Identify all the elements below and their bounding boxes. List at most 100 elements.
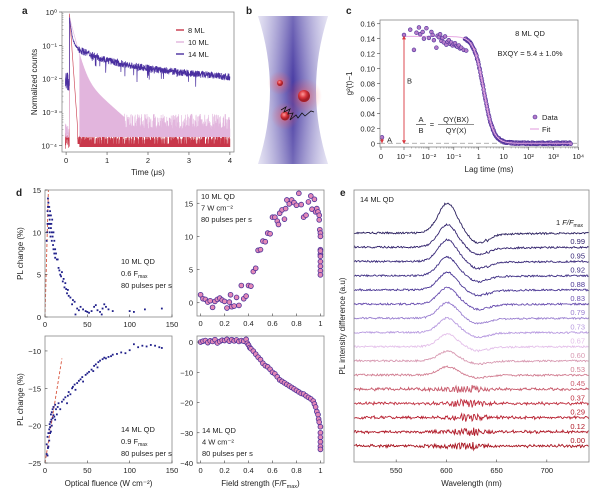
- data-point: [59, 273, 62, 276]
- data-point: [73, 383, 76, 386]
- data-point: [110, 355, 112, 358]
- data-point: [51, 218, 54, 221]
- data-point: [103, 356, 106, 359]
- x-axis-label: Optical fluence (W cm⁻²): [65, 479, 153, 488]
- data-point: [96, 366, 99, 369]
- x-tick-label: 10⁻³: [397, 152, 412, 161]
- data-point: [316, 217, 323, 223]
- qy-x: QY(X): [446, 126, 467, 135]
- data-point: [53, 415, 56, 418]
- plot-frame: [353, 189, 590, 463]
- data-point: [65, 288, 68, 290]
- spectrum-line: [353, 365, 589, 379]
- data-point: [224, 305, 230, 311]
- data-point: [408, 27, 413, 32]
- data-point: [59, 408, 62, 411]
- x-tick-label: 0.4: [243, 466, 253, 475]
- data-point: [72, 299, 74, 301]
- data-point: [50, 424, 53, 427]
- data-point: [77, 309, 80, 312]
- data-point: [45, 443, 48, 446]
- data-point: [414, 30, 419, 35]
- data-point: [50, 430, 52, 433]
- data-point: [74, 388, 77, 391]
- data-point: [81, 376, 84, 378]
- spectrum-line: [353, 427, 589, 437]
- data-point: [61, 271, 63, 274]
- fraction-B: B: [418, 126, 423, 135]
- data-point: [298, 201, 305, 208]
- data-point: [160, 307, 163, 310]
- arrow-A-head: [380, 139, 384, 144]
- x-tick-label: 0: [43, 320, 47, 329]
- x-tick-label: 10³: [548, 152, 559, 161]
- data-point: [50, 227, 52, 229]
- series-label: 0.12: [570, 422, 585, 431]
- series-label: 0.73: [570, 322, 585, 331]
- y-axis-label: Normalized counts: [30, 49, 39, 115]
- data-point: [86, 372, 89, 375]
- data-point: [275, 221, 282, 228]
- data-point: [52, 406, 55, 408]
- x-tick-label: 50: [83, 466, 91, 475]
- data-point: [64, 282, 67, 285]
- data-point: [50, 222, 53, 225]
- data-point: [48, 218, 51, 221]
- chart-d-top-left: 0 50 100 150 0 5 10 15 PL change (%) 10 ML QD 0.6 …: [16, 186, 178, 329]
- legend-data-label: Data: [542, 113, 559, 122]
- y-tick-label: 0.02: [360, 124, 375, 133]
- series-label: 0.95: [570, 251, 585, 260]
- equals-sign: =: [430, 120, 435, 129]
- y-axis-label: PL change (%): [16, 227, 25, 280]
- data-point: [55, 413, 58, 416]
- data-point: [56, 258, 59, 261]
- bxqy-value: BXQY = 5.4 ± 1.0%: [497, 49, 562, 58]
- data-point: [53, 252, 56, 255]
- data-point: [48, 206, 51, 208]
- y-tick-label: 0.08: [360, 80, 375, 89]
- data-point: [54, 418, 57, 421]
- chart-c: 0 0.02 0.04 0.06 0.08 0.10 0.12 0.14 0.16 0 10⁻³ 10…: [345, 19, 584, 174]
- chart-title: 14 ML QD: [360, 195, 394, 204]
- y-tick-label: 0.14: [360, 35, 375, 44]
- data-point: [293, 202, 300, 209]
- series-label: 0.00: [570, 436, 585, 445]
- data-point: [243, 293, 249, 299]
- annotation-line: 14 ML QD: [202, 426, 236, 435]
- series-line-14-ML: [64, 17, 231, 91]
- series-label: 0.83: [570, 294, 585, 303]
- chart-e: 1 F/Fmax 0.99 0.95 0.92 0.88 0.83 0.79 0.73 0.67…: [338, 189, 590, 488]
- x-tick-label: 1: [318, 466, 322, 475]
- legend-data-marker: [532, 114, 538, 120]
- annotation-field: 0.9 Fmax: [121, 437, 148, 448]
- y-tick-label: 10⁻²: [42, 75, 57, 84]
- series-label: 0.60: [570, 351, 585, 360]
- spectrum-line: [353, 223, 589, 256]
- annotation-sample: 10 ML QD: [121, 257, 155, 266]
- x-tick-label: 600: [440, 466, 453, 475]
- y-tick-label: −20: [28, 422, 41, 431]
- spectrum-line: [353, 412, 590, 423]
- data-point: [144, 308, 146, 311]
- data-point: [54, 248, 57, 251]
- data-point: [67, 391, 70, 393]
- data-point: [317, 446, 324, 453]
- panel-label-d: d: [16, 188, 22, 199]
- data-point: [105, 357, 107, 360]
- data-point: [464, 48, 469, 53]
- data-point: [124, 352, 127, 355]
- y-tick-label: 10: [185, 232, 193, 241]
- y-tick-label: 0: [189, 299, 193, 308]
- data-point: [66, 394, 69, 397]
- annotation-field: 0.6 Fmax: [121, 269, 148, 280]
- series-label: 0.29: [570, 408, 585, 417]
- data-point: [52, 231, 55, 234]
- data-point: [421, 36, 427, 41]
- plot-frame: [44, 335, 173, 464]
- data-point: [437, 31, 443, 37]
- y-tick-label: 10⁻³: [42, 108, 57, 117]
- data-point: [47, 206, 49, 208]
- label-A: A: [387, 135, 392, 144]
- y-axis-label: g²(t)−1: [345, 71, 354, 95]
- data-point: [47, 445, 50, 448]
